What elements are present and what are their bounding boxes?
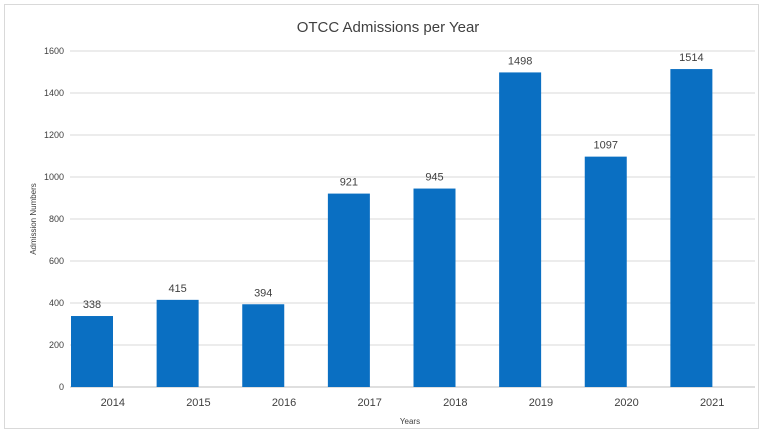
x-axis-ticks: 2014 2015 2016 2017 2018 2019 2020 2021 (101, 397, 725, 409)
chart-frame (4, 4, 759, 429)
y-tick-label: 0 (59, 382, 64, 392)
x-tick-label: 2016 (272, 397, 296, 409)
x-tick-label: 2020 (614, 397, 638, 409)
data-label: 1514 (679, 52, 703, 64)
x-tick-label: 2021 (700, 397, 724, 409)
y-tick-label: 800 (49, 214, 64, 224)
x-tick-label: 2014 (101, 397, 125, 409)
y-tick-label: 1600 (44, 46, 64, 56)
y-tick-label: 200 (49, 340, 64, 350)
bar (584, 156, 627, 387)
data-label: 415 (168, 283, 186, 295)
bar (499, 72, 542, 388)
y-axis-title: Admission Numbers (29, 183, 38, 255)
data-label: 921 (340, 177, 358, 189)
bar (670, 69, 713, 387)
bar (156, 299, 199, 387)
bar (71, 316, 113, 387)
y-tick-label: 1400 (44, 88, 64, 98)
x-tick-label: 2018 (443, 397, 467, 409)
data-label: 945 (425, 172, 443, 184)
data-label: 338 (83, 299, 101, 311)
bars (71, 69, 713, 388)
bar (413, 188, 456, 387)
x-axis-title: Years (400, 417, 420, 426)
x-tick-label: 2017 (357, 397, 381, 409)
x-tick-label: 2015 (186, 397, 210, 409)
data-label: 1498 (508, 55, 532, 67)
y-tick-label: 1200 (44, 130, 64, 140)
y-tick-label: 1000 (44, 172, 64, 182)
data-labels: 338 415 394 921 945 1498 1097 1514 (83, 52, 704, 311)
data-label: 394 (254, 287, 272, 299)
x-tick-label: 2019 (529, 397, 553, 409)
bar (327, 193, 370, 387)
bar (242, 304, 285, 387)
y-tick-label: 400 (49, 298, 64, 308)
y-axis-ticks: 0 200 400 600 800 1000 1200 1400 1600 (44, 46, 64, 392)
data-label: 1097 (594, 140, 618, 152)
y-tick-label: 600 (49, 256, 64, 266)
chart-title: OTCC Admissions per Year (297, 19, 480, 36)
